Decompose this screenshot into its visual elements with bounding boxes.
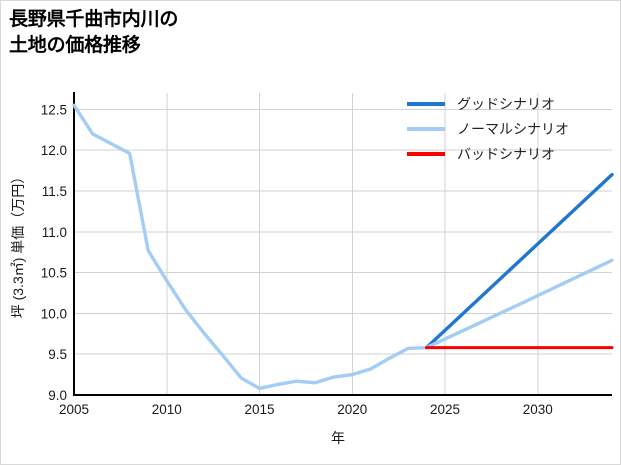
series-line	[72, 103, 614, 391]
axes-layer	[72, 92, 612, 397]
y-tick-label: 9.0	[48, 388, 67, 403]
x-tick-labels: 2005 2010 2015 2020 2025 2030	[59, 402, 553, 417]
legend-label: バッドシナリオ	[457, 146, 555, 162]
y-tick-label: 10.5	[41, 266, 67, 281]
x-tick-label: 2030	[523, 402, 553, 417]
x-tick-label: 2015	[244, 402, 274, 417]
y-tick-label: 12.5	[41, 102, 67, 117]
x-tick-label: 2010	[152, 402, 182, 417]
gridlines-layer	[73, 93, 612, 396]
legend-label: グッドシナリオ	[457, 96, 555, 112]
y-tick-label: 11.0	[42, 225, 67, 240]
y-axis-title: 坪 (3.3㎡) 単価（万円）	[10, 170, 26, 319]
y-tick-label: 11.5	[42, 184, 67, 199]
series-line	[424, 172, 614, 350]
y-tick-label: 9.5	[48, 347, 67, 362]
y-tick-label: 12.0	[41, 143, 67, 158]
x-tick-label: 2025	[430, 402, 460, 417]
page-title: 長野県千曲市内川の 土地の価格推移	[9, 9, 179, 57]
axis-titles: 年 坪 (3.3㎡) 単価（万円）	[10, 170, 345, 446]
x-tick-label: 2005	[59, 402, 89, 417]
x-tick-label: 2020	[337, 402, 367, 417]
x-axis-title: 年	[331, 430, 345, 446]
y-tick-labels: 9.0 9.5 10.0 10.5 11.0 11.5 12.0 12.5	[41, 102, 67, 403]
legend-label: ノーマルシナリオ	[457, 121, 569, 137]
series-layer	[72, 103, 614, 391]
y-tick-label: 10.0	[41, 306, 67, 321]
